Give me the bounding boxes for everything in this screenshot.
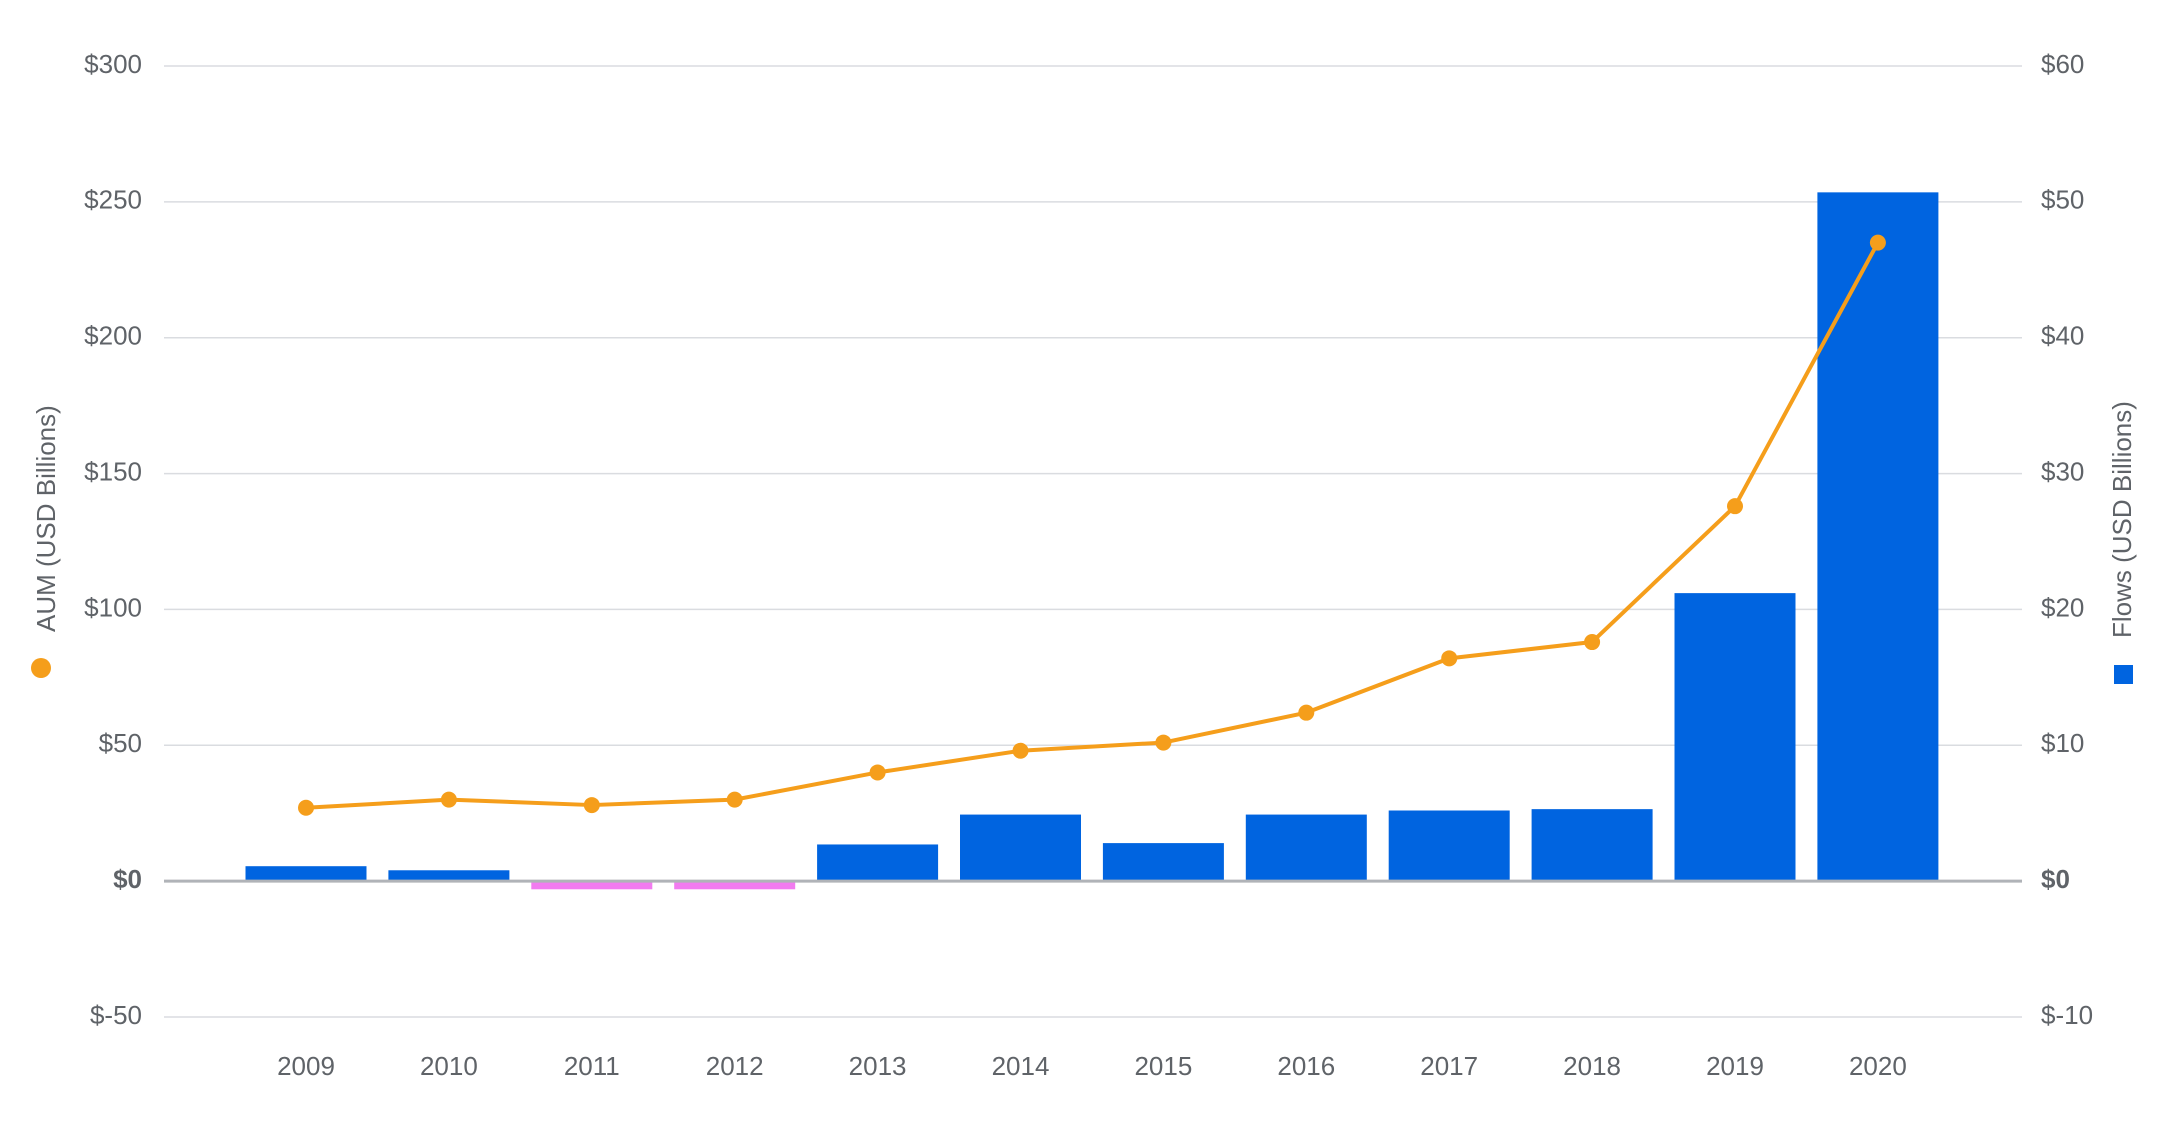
- left-axis-title: AUM (USD Billions): [31, 405, 61, 632]
- flow-bar: [1388, 810, 1510, 882]
- x-tick-label: 2018: [1563, 1051, 1621, 1081]
- left-tick-label: $100: [84, 592, 142, 622]
- aum-point: [1155, 734, 1172, 751]
- right-tick-label: $-10: [2041, 1000, 2093, 1030]
- left-tick-label: $-50: [90, 1000, 142, 1030]
- right-axis-ticks: $-10 $0 $10 $20 $30 $40 $50 $60: [2041, 49, 2093, 1030]
- aum-point: [1584, 634, 1601, 651]
- right-tick-label: $20: [2041, 592, 2084, 622]
- flow-bar: [245, 866, 367, 882]
- left-tick-label: $200: [84, 321, 142, 351]
- aum-point: [298, 799, 314, 816]
- aum-point: [1012, 742, 1029, 759]
- flow-bar: [1817, 192, 1939, 882]
- flow-bar: [531, 881, 653, 890]
- aum-legend-marker: [31, 658, 51, 678]
- flow-bar: [1245, 814, 1367, 882]
- flow-bar: [1102, 843, 1224, 882]
- flow-bar: [388, 870, 510, 882]
- left-axis-ticks: $-50 $0 $50 $100 $150 $200 $250 $300: [84, 49, 142, 1030]
- right-axis-title: Flows (USD Billions): [2107, 401, 2137, 638]
- left-axis-title-group: AUM (USD Billions): [31, 405, 61, 632]
- aum-point: [1869, 234, 1886, 251]
- x-tick-label: 2013: [849, 1051, 907, 1081]
- flow-bar: [960, 814, 1081, 882]
- flows-legend-marker: [2114, 665, 2133, 684]
- right-tick-label: $10: [2041, 728, 2084, 758]
- flow-bar: [1531, 809, 1653, 882]
- left-tick-label: $150: [84, 456, 142, 486]
- aum-point: [726, 791, 743, 808]
- left-tick-label: $0: [113, 864, 142, 894]
- flow-bars: [245, 192, 1939, 890]
- x-tick-label: 2015: [1134, 1051, 1192, 1081]
- x-tick-label: 2014: [992, 1051, 1050, 1081]
- aum-point: [583, 797, 600, 814]
- x-tick-label: 2012: [706, 1051, 764, 1081]
- aum-point: [869, 764, 886, 781]
- aum-line: [305, 241, 1880, 810]
- left-tick-label: $50: [99, 728, 142, 758]
- x-tick-label: 2011: [564, 1051, 620, 1081]
- x-tick-label: 2017: [1420, 1051, 1478, 1081]
- x-tick-label: 2019: [1706, 1051, 1764, 1081]
- aum-point: [1727, 498, 1743, 515]
- right-tick-label: $30: [2041, 456, 2084, 486]
- gridlines: [164, 65, 2022, 1018]
- left-tick-label: $300: [84, 49, 142, 79]
- x-tick-label: 2009: [277, 1051, 335, 1081]
- flow-bar: [674, 881, 796, 890]
- flow-bar: [817, 844, 939, 882]
- left-tick-label: $250: [84, 185, 142, 215]
- right-tick-label: $40: [2041, 321, 2084, 351]
- x-tick-label: 2016: [1277, 1051, 1335, 1081]
- x-tick-label: 2010: [420, 1051, 478, 1081]
- right-tick-label: $0: [2041, 864, 2070, 894]
- right-tick-label: $50: [2041, 185, 2084, 215]
- x-axis-ticks: 2009 2010 2011 2012 2013 2014 2015 2016 2017 2018…: [277, 1051, 1907, 1081]
- aum-point: [1298, 704, 1315, 721]
- aum-point: [440, 791, 457, 808]
- right-tick-label: $60: [2041, 49, 2084, 79]
- flow-bar: [1674, 593, 1796, 882]
- x-tick-label: 2020: [1849, 1051, 1907, 1081]
- right-axis-title-group: Flows (USD Billions): [2107, 401, 2137, 638]
- aum-line-series: [298, 234, 1886, 816]
- aum-point: [1441, 650, 1458, 667]
